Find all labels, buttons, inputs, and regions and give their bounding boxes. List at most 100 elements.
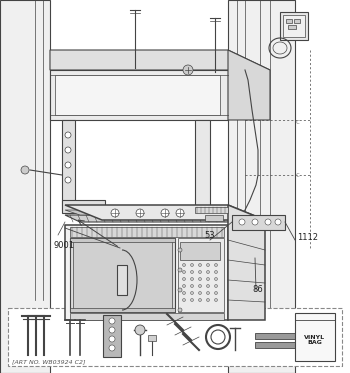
Circle shape	[252, 219, 258, 225]
Text: 86: 86	[253, 285, 263, 295]
Bar	[103, 315, 121, 357]
Circle shape	[206, 270, 210, 273]
Circle shape	[211, 330, 225, 344]
Circle shape	[109, 336, 115, 342]
Circle shape	[206, 263, 210, 266]
Text: 9001: 9001	[54, 241, 75, 250]
Polygon shape	[228, 0, 295, 373]
Circle shape	[65, 177, 71, 183]
Bar	[280, 12, 308, 40]
Polygon shape	[50, 70, 228, 120]
Bar	[295, 313, 335, 361]
Circle shape	[239, 219, 245, 225]
Circle shape	[265, 219, 271, 225]
Circle shape	[198, 278, 202, 280]
Text: 1112: 1112	[297, 233, 318, 242]
Circle shape	[182, 292, 186, 295]
Circle shape	[65, 162, 71, 168]
Bar	[288, 25, 296, 29]
Polygon shape	[195, 120, 210, 215]
Bar	[180, 242, 220, 260]
Polygon shape	[228, 205, 265, 320]
Bar	[8, 308, 342, 366]
Bar	[286, 19, 292, 23]
Circle shape	[190, 292, 194, 295]
Circle shape	[183, 65, 193, 75]
Circle shape	[215, 278, 217, 280]
Text: VINYL
BAG: VINYL BAG	[304, 335, 326, 345]
Circle shape	[182, 285, 186, 288]
Circle shape	[178, 268, 182, 272]
Bar	[294, 19, 300, 23]
Circle shape	[206, 325, 230, 349]
Circle shape	[109, 327, 115, 333]
Circle shape	[109, 345, 115, 351]
Text: [ART NO. WB03924 C2]: [ART NO. WB03924 C2]	[12, 360, 85, 364]
Circle shape	[215, 270, 217, 273]
Polygon shape	[50, 50, 270, 70]
Circle shape	[206, 285, 210, 288]
Circle shape	[21, 166, 29, 174]
Circle shape	[198, 263, 202, 266]
Circle shape	[206, 298, 210, 301]
Circle shape	[178, 308, 182, 312]
Circle shape	[190, 298, 194, 301]
Polygon shape	[65, 225, 228, 320]
Polygon shape	[117, 265, 127, 295]
Circle shape	[198, 298, 202, 301]
Circle shape	[182, 263, 186, 266]
Circle shape	[190, 263, 194, 266]
Circle shape	[206, 292, 210, 295]
Circle shape	[198, 270, 202, 273]
Text: c: c	[296, 172, 300, 178]
Polygon shape	[178, 238, 224, 312]
Circle shape	[178, 248, 182, 252]
Polygon shape	[70, 308, 175, 312]
Circle shape	[215, 263, 217, 266]
Circle shape	[190, 270, 194, 273]
Circle shape	[65, 132, 71, 138]
Bar	[255, 342, 320, 348]
Text: 53: 53	[205, 231, 215, 239]
Polygon shape	[70, 313, 224, 320]
Polygon shape	[232, 215, 285, 230]
Polygon shape	[195, 207, 228, 213]
Text: c: c	[296, 119, 300, 125]
Polygon shape	[55, 75, 220, 115]
Circle shape	[215, 298, 217, 301]
Circle shape	[182, 270, 186, 273]
Bar	[255, 333, 320, 339]
Circle shape	[182, 298, 186, 301]
Bar	[148, 335, 156, 341]
Polygon shape	[228, 50, 270, 120]
Circle shape	[161, 209, 169, 217]
Circle shape	[215, 292, 217, 295]
Polygon shape	[65, 215, 245, 222]
Bar	[283, 15, 305, 37]
Circle shape	[198, 292, 202, 295]
Circle shape	[65, 147, 71, 153]
Circle shape	[190, 285, 194, 288]
Circle shape	[206, 278, 210, 280]
Circle shape	[275, 219, 281, 225]
Circle shape	[178, 288, 182, 292]
Circle shape	[136, 209, 144, 217]
Circle shape	[111, 209, 119, 217]
Polygon shape	[62, 200, 105, 213]
Polygon shape	[65, 205, 265, 220]
Polygon shape	[70, 238, 175, 242]
Circle shape	[176, 209, 184, 217]
Circle shape	[135, 325, 145, 335]
Circle shape	[198, 285, 202, 288]
Polygon shape	[73, 241, 172, 309]
Polygon shape	[70, 227, 224, 237]
Circle shape	[190, 278, 194, 280]
Polygon shape	[62, 120, 75, 210]
Polygon shape	[0, 0, 50, 373]
Circle shape	[109, 318, 115, 324]
Bar	[205, 215, 223, 221]
Circle shape	[215, 285, 217, 288]
Circle shape	[182, 278, 186, 280]
Polygon shape	[70, 238, 175, 312]
Polygon shape	[65, 210, 245, 215]
